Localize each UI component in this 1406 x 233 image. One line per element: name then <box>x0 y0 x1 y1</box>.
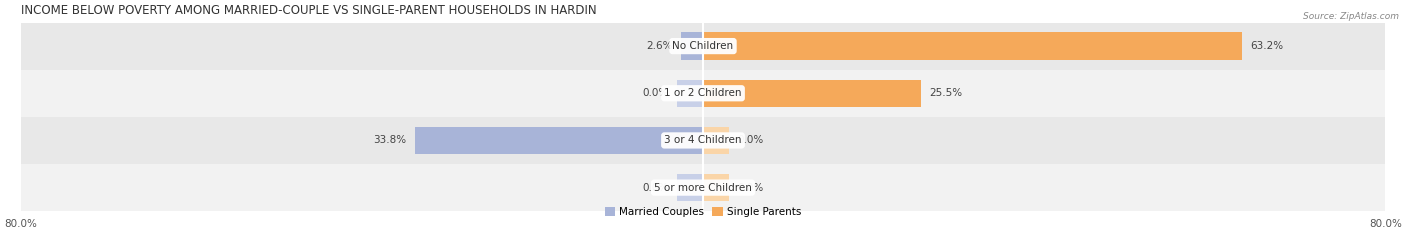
Text: 0.0%: 0.0% <box>643 88 669 98</box>
Text: 0.0%: 0.0% <box>737 183 763 193</box>
Text: 63.2%: 63.2% <box>1250 41 1284 51</box>
Bar <box>415 127 703 154</box>
Bar <box>681 32 703 60</box>
Text: 0.0%: 0.0% <box>737 135 763 145</box>
Bar <box>21 23 1385 70</box>
Bar <box>703 80 921 107</box>
Text: 33.8%: 33.8% <box>373 135 406 145</box>
Text: Source: ZipAtlas.com: Source: ZipAtlas.com <box>1303 12 1399 21</box>
Bar <box>21 164 1385 211</box>
Bar <box>21 117 1385 164</box>
Legend: Married Couples, Single Parents: Married Couples, Single Parents <box>600 203 806 221</box>
Text: INCOME BELOW POVERTY AMONG MARRIED-COUPLE VS SINGLE-PARENT HOUSEHOLDS IN HARDIN: INCOME BELOW POVERTY AMONG MARRIED-COUPL… <box>21 4 596 17</box>
Text: 3 or 4 Children: 3 or 4 Children <box>664 135 742 145</box>
Bar <box>703 174 728 201</box>
Text: 0.0%: 0.0% <box>643 183 669 193</box>
Text: No Children: No Children <box>672 41 734 51</box>
Bar <box>678 174 703 201</box>
Bar <box>21 70 1385 117</box>
Bar <box>678 80 703 107</box>
Text: 25.5%: 25.5% <box>929 88 962 98</box>
Text: 1 or 2 Children: 1 or 2 Children <box>664 88 742 98</box>
Bar <box>703 127 728 154</box>
Bar <box>703 32 1241 60</box>
Text: 5 or more Children: 5 or more Children <box>654 183 752 193</box>
Text: 2.6%: 2.6% <box>645 41 672 51</box>
